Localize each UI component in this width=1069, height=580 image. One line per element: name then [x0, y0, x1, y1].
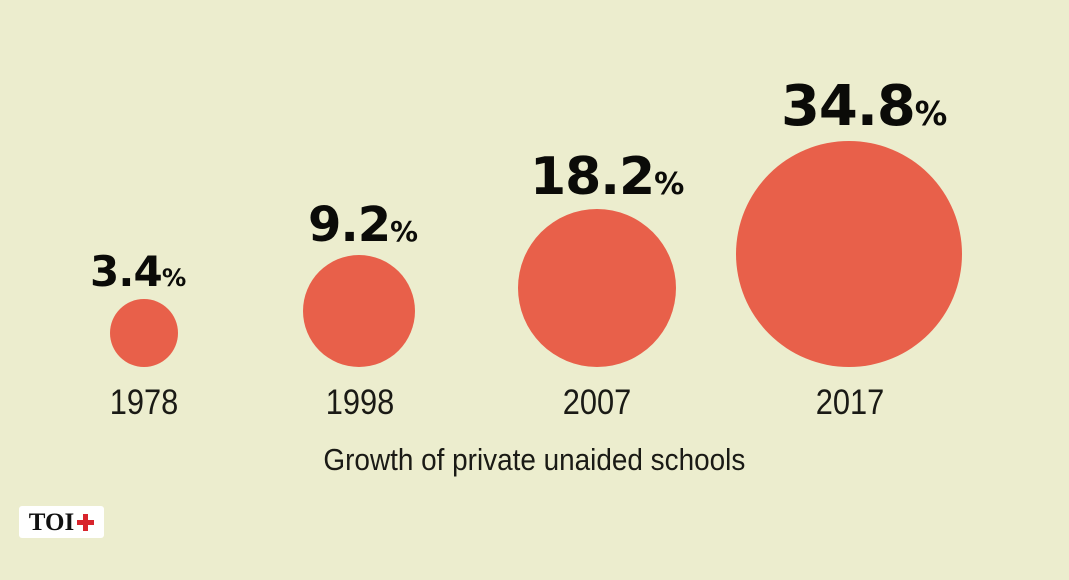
percent-sign-2017: % — [914, 95, 948, 133]
bubble-group-2007: 18.2% — [518, 151, 684, 367]
bubble-group-2017: 34.8% — [736, 79, 962, 367]
value-label-2007: 18.2% — [530, 151, 684, 203]
bubble-1998 — [303, 255, 415, 367]
year-label-1978: 1978 — [91, 385, 197, 420]
chart-caption-text: Growth of private unaided schools — [323, 442, 746, 477]
value-number-2017: 34.8 — [781, 74, 916, 139]
year-text-1998: 1998 — [325, 383, 395, 422]
chart-caption: Growth of private unaided schools — [0, 444, 1069, 475]
year-text-2007: 2007 — [562, 383, 632, 422]
year-label-1998: 1998 — [307, 385, 413, 420]
value-number-1978: 3.4 — [90, 247, 163, 296]
percent-sign-2007: % — [654, 167, 685, 202]
bubble-group-1978: 3.4% — [90, 251, 186, 367]
value-label-2017: 34.8% — [781, 79, 947, 135]
bubble-2007 — [518, 209, 676, 367]
year-label-2007: 2007 — [544, 385, 650, 420]
bubble-1978 — [110, 299, 178, 367]
percent-sign-1998: % — [390, 215, 418, 248]
value-number-1998: 9.2 — [308, 197, 391, 253]
percent-sign-1978: % — [161, 263, 187, 292]
value-label-1978: 3.4% — [90, 251, 186, 293]
bubble-2017 — [736, 141, 962, 367]
year-text-2017: 2017 — [815, 383, 885, 422]
bubble-group-1998: 9.2% — [303, 201, 418, 367]
plus-icon — [77, 513, 95, 531]
year-label-2017: 2017 — [797, 385, 903, 420]
value-number-2007: 18.2 — [530, 147, 655, 207]
value-label-1998: 9.2% — [308, 201, 418, 249]
toi-logo-text: TOI — [28, 508, 75, 536]
toi-plus-logo: TOI — [19, 506, 104, 538]
year-text-1978: 1978 — [109, 383, 179, 422]
